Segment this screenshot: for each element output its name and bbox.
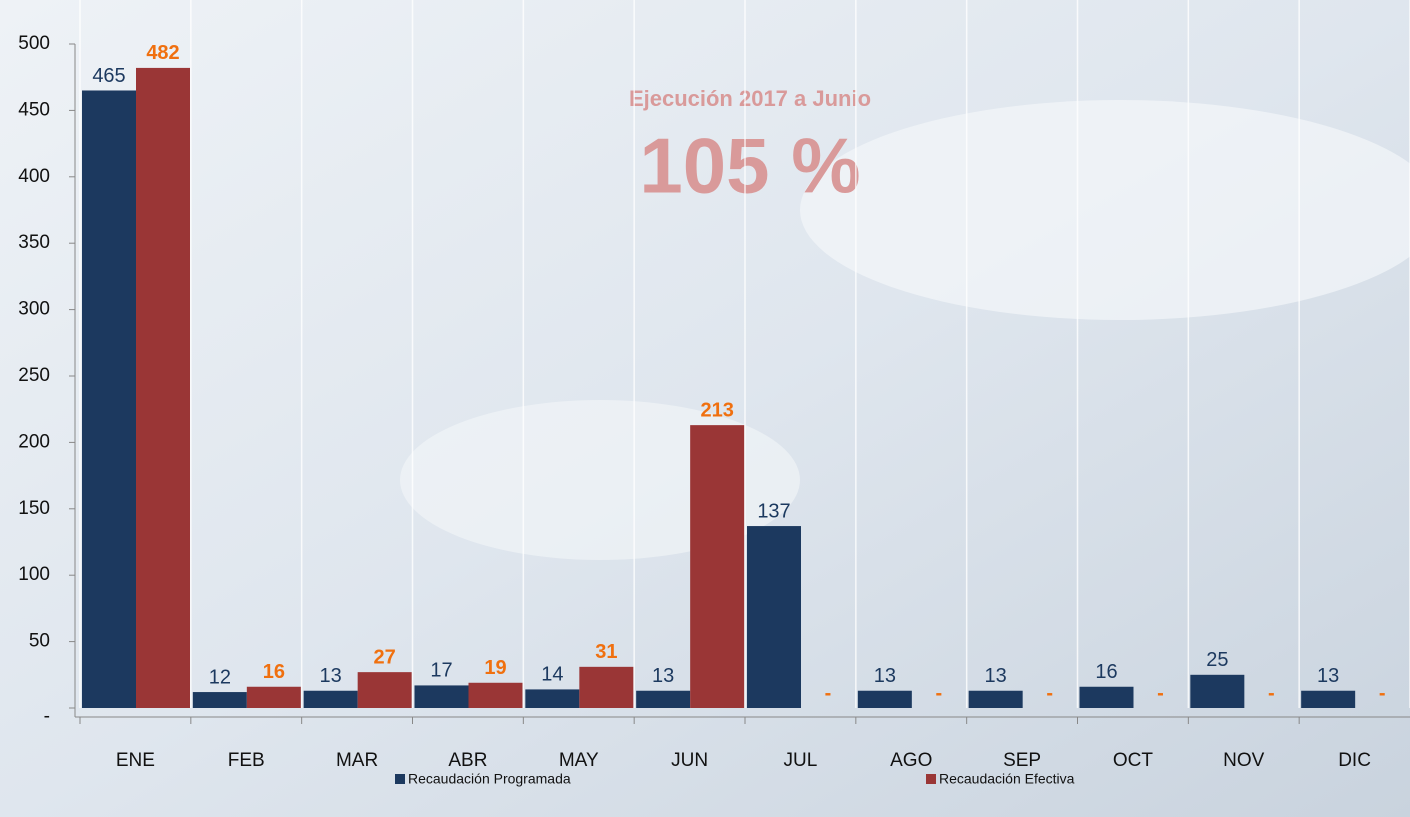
data-label: 137: [757, 500, 790, 522]
bar: [690, 425, 745, 708]
background-dish: [800, 100, 1410, 320]
data-label: -: [825, 682, 832, 704]
data-label: 13: [652, 665, 674, 687]
data-label: 13: [985, 665, 1007, 687]
data-label: 13: [1317, 665, 1339, 687]
data-label: 12: [209, 666, 231, 688]
legend-label: Recaudación Programada: [408, 771, 571, 787]
bar: [414, 685, 469, 708]
bar: [136, 67, 190, 709]
bar: [636, 690, 691, 708]
legend-label: Recaudación Efectiva: [939, 771, 1075, 787]
x-tick-label: MAY: [559, 750, 599, 771]
data-label: -: [1268, 682, 1275, 704]
data-label: 13: [320, 665, 342, 687]
y-tick-label: 350: [18, 232, 50, 253]
bar: [525, 689, 580, 708]
y-tick-label: 150: [18, 498, 50, 519]
y-tick-label: 200: [18, 431, 50, 452]
y-tick-label: -: [44, 706, 50, 727]
x-tick-label: MAR: [336, 750, 378, 771]
bar: [1190, 674, 1245, 708]
x-tick-label: JUL: [784, 750, 818, 771]
legend-swatch: [395, 774, 405, 784]
x-tick-label: FEB: [228, 750, 265, 771]
data-label: -: [935, 682, 942, 704]
data-label: 465: [92, 65, 125, 87]
data-label: -: [1157, 682, 1164, 704]
y-tick-label: 450: [18, 99, 50, 120]
annotation: 105 %: [639, 122, 860, 210]
bar: [1079, 686, 1134, 708]
x-tick-label: DIC: [1338, 750, 1371, 771]
bar: [1301, 690, 1356, 708]
data-label: 31: [595, 641, 617, 663]
data-label: 16: [263, 661, 285, 683]
y-tick-label: 400: [18, 166, 50, 187]
y-tick-label: 100: [18, 564, 50, 585]
data-label: 25: [1206, 649, 1228, 671]
y-tick-label: 50: [29, 631, 50, 652]
y-tick-label: 500: [18, 33, 50, 54]
data-label: 16: [1095, 661, 1117, 683]
annotation: Ejecución 2017 a Junio: [629, 86, 871, 111]
x-tick-label: AGO: [890, 750, 932, 771]
x-tick-label: JUN: [671, 750, 708, 771]
data-label: -: [1379, 682, 1386, 704]
data-label: 17: [430, 660, 452, 682]
data-label: -: [1046, 682, 1053, 704]
data-label: 213: [700, 399, 733, 421]
legend-swatch: [926, 774, 936, 784]
x-tick-label: SEP: [1003, 750, 1041, 771]
x-tick-label: NOV: [1223, 750, 1265, 771]
bar: [857, 690, 912, 708]
y-tick-label: 250: [18, 365, 50, 386]
bar: [579, 666, 634, 708]
bar: [246, 686, 301, 708]
x-tick-label: ENE: [116, 750, 155, 771]
data-label: 19: [484, 657, 506, 679]
x-tick-label: OCT: [1113, 750, 1154, 771]
data-label: 13: [874, 665, 896, 687]
bar: [357, 672, 412, 708]
bar: [303, 690, 358, 708]
bar: [468, 682, 523, 708]
bar: [968, 690, 1023, 708]
bar: [82, 90, 136, 709]
data-label: 482: [146, 42, 179, 64]
data-label: 27: [374, 646, 396, 668]
y-tick-label: 300: [18, 299, 50, 320]
x-tick-label: ABR: [448, 750, 487, 771]
bar: [192, 692, 247, 708]
data-label: 14: [541, 664, 563, 686]
bar: [747, 526, 801, 708]
